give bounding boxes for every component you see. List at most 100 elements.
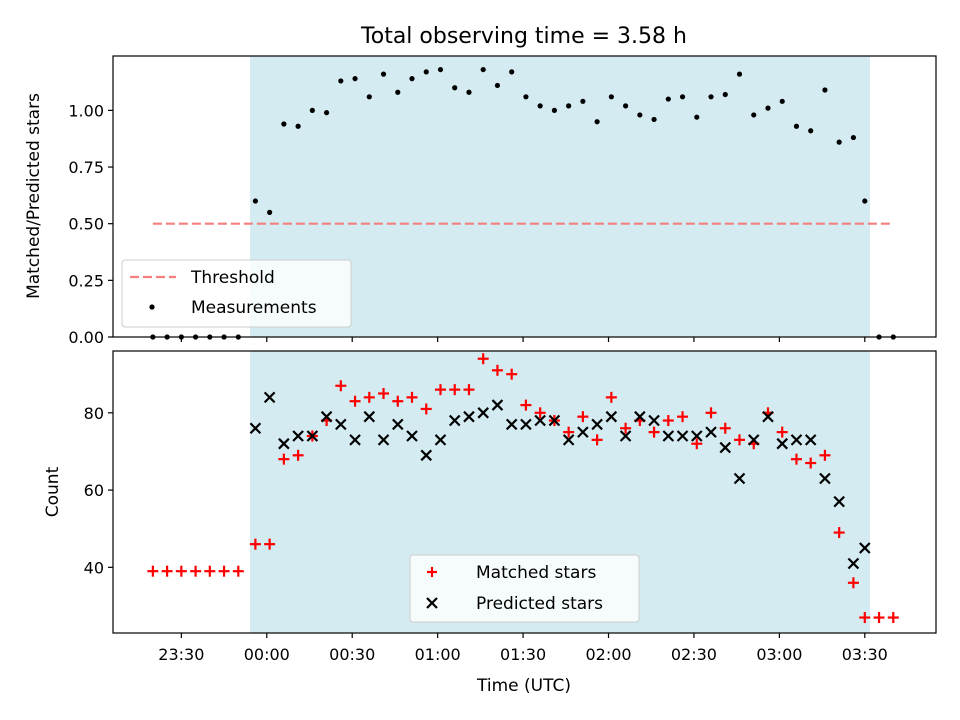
bottom-x-tick-label: 23:30 bbox=[158, 645, 204, 664]
predicted-star-point bbox=[705, 426, 717, 438]
matched-star-point bbox=[819, 449, 831, 461]
matched-star-point bbox=[363, 391, 375, 403]
predicted-x-b bbox=[548, 414, 561, 427]
predicted-star-point bbox=[292, 430, 304, 442]
measurement-point bbox=[822, 87, 828, 93]
bottom-panel: 40 60 80 23:30 00:00 00:30 01:00 01:30 02:00 02:3… bbox=[43, 350, 937, 696]
bottom-plot-frame bbox=[112, 350, 937, 634]
predicted-x-b bbox=[463, 410, 475, 423]
matched-star-point bbox=[378, 387, 390, 399]
predicted-star-point bbox=[534, 414, 546, 427]
matched-star-point bbox=[264, 538, 276, 550]
measurement-point bbox=[480, 66, 486, 73]
top-legend: Threshold Measurements bbox=[121, 259, 352, 328]
predicted-x-b bbox=[605, 410, 618, 423]
matched-star-point bbox=[719, 422, 731, 434]
predicted-x-b bbox=[477, 407, 489, 419]
measurement-point bbox=[862, 198, 868, 204]
predicted-star-point bbox=[619, 430, 632, 442]
matched-star-point bbox=[190, 565, 202, 577]
predicted-star-point bbox=[391, 418, 404, 431]
predicted-star-point bbox=[505, 418, 518, 431]
predicted-star-point bbox=[804, 434, 817, 446]
predicted-x-b bbox=[634, 410, 646, 423]
predicted-x-b bbox=[733, 472, 746, 485]
measurement-point bbox=[309, 107, 315, 113]
predicted-star-point bbox=[833, 495, 845, 508]
matched-star-point bbox=[605, 391, 617, 403]
matched-star-point bbox=[278, 453, 290, 465]
matched-star-point bbox=[161, 565, 173, 577]
matched-star-point bbox=[887, 612, 899, 624]
top-y-tick-label: 1.00 bbox=[68, 101, 104, 120]
predicted-x-b bbox=[676, 430, 689, 442]
bottom-x-tick-label: 03:00 bbox=[756, 645, 802, 664]
legend-matched-swatch bbox=[427, 567, 437, 577]
predicted-star-point bbox=[691, 430, 703, 442]
matched-star-point bbox=[147, 565, 159, 577]
measurement-point bbox=[395, 89, 401, 95]
predicted-x-b bbox=[591, 418, 603, 431]
predicted-x-b bbox=[804, 434, 817, 446]
matched-star-point bbox=[506, 368, 518, 380]
predicted-x-b bbox=[278, 437, 290, 450]
top-chart-title: Total observing time = 3.58 h bbox=[360, 24, 687, 49]
measurement-point bbox=[537, 103, 543, 109]
matched-star-point bbox=[691, 438, 703, 450]
predicted-star-point bbox=[676, 430, 689, 442]
predicted-star-point bbox=[349, 434, 361, 446]
bottom-axis-ticks: 40 60 80 23:30 00:00 00:30 01:00 01:30 02:00 02:3… bbox=[84, 404, 888, 664]
bottom-legend-box bbox=[409, 554, 640, 623]
predicted-x-b bbox=[719, 441, 732, 454]
predicted-star-point bbox=[377, 434, 390, 446]
matched-star-point bbox=[805, 457, 817, 469]
legend-matched-label: Matched stars bbox=[476, 563, 596, 583]
predicted-star-point bbox=[249, 422, 262, 435]
matched-star-point bbox=[218, 565, 230, 577]
bottom-y-tick-label: 80 bbox=[84, 404, 104, 423]
predicted-x-b bbox=[249, 422, 262, 435]
top-axis-ticks: 0.00 0.25 0.50 0.75 1.00 bbox=[68, 101, 866, 347]
measurement-point bbox=[323, 110, 330, 116]
predicted-x-b bbox=[859, 542, 871, 554]
matched-star-point bbox=[204, 565, 216, 577]
measurement-point bbox=[850, 134, 857, 141]
predicted-star-point bbox=[306, 430, 319, 442]
measurement-point bbox=[622, 103, 629, 109]
matched-star-point bbox=[677, 411, 689, 423]
predicted-star-point bbox=[320, 410, 333, 423]
measurement-point bbox=[494, 82, 501, 89]
measurement-point bbox=[765, 105, 771, 111]
matched-star-point bbox=[577, 411, 589, 423]
matched-star-point bbox=[463, 384, 475, 396]
measurement-point bbox=[423, 69, 429, 75]
predicted-x-b bbox=[790, 434, 803, 446]
top-y-tick-label: 0.25 bbox=[68, 271, 104, 290]
predicted-x-b bbox=[747, 434, 760, 446]
predicted-star-point bbox=[634, 410, 646, 423]
predicted-star-point bbox=[859, 542, 871, 554]
matched-star-point bbox=[833, 527, 845, 539]
predicted-x-b bbox=[762, 410, 774, 423]
predicted-star-point bbox=[562, 434, 575, 446]
top-observing-window bbox=[250, 56, 870, 337]
matched-star-point bbox=[563, 426, 575, 438]
predicted-star-point bbox=[847, 557, 860, 570]
measurement-point bbox=[366, 94, 372, 100]
predicted-star-point bbox=[263, 391, 276, 404]
bottom-plot-marks bbox=[147, 353, 899, 624]
bottom-legend: Matched stars Predicted stars bbox=[409, 554, 640, 623]
matched-star-point bbox=[873, 612, 885, 624]
matched-star-point bbox=[620, 422, 632, 434]
measurement-point bbox=[651, 116, 657, 123]
legend-predicted-swatch bbox=[426, 597, 438, 609]
predicted-x-b bbox=[420, 449, 433, 462]
predicted-star-point bbox=[605, 410, 618, 423]
legend-measurements-swatch bbox=[149, 304, 155, 310]
legend-measurements-label: Measurements bbox=[191, 298, 317, 318]
predicted-star-point bbox=[278, 437, 290, 450]
measurement-point bbox=[267, 209, 273, 215]
predicted-x-b bbox=[448, 414, 461, 427]
measurement-point bbox=[594, 119, 600, 125]
predicted-star-point bbox=[420, 449, 433, 462]
